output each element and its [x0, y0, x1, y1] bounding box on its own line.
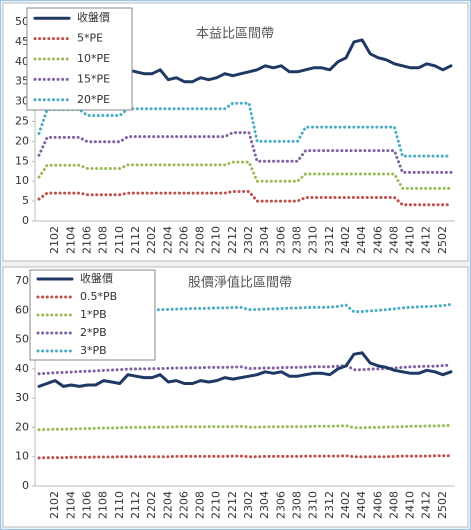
x-tick-label: 2312 [323, 491, 336, 519]
x-tick-label: 2202 [145, 226, 158, 254]
x-tick-label: 2408 [387, 491, 400, 519]
x-tick-label: 2406 [371, 226, 384, 254]
x-tick-label: 2108 [97, 226, 110, 254]
x-tick-label: 2306 [274, 226, 287, 254]
x-tick-label: 2208 [194, 491, 207, 519]
x-tick-label: 2308 [291, 226, 304, 254]
y-tick-label: 0 [22, 479, 29, 492]
y-tick-label: 60 [15, 303, 29, 316]
y-tick-label: 0 [22, 214, 29, 227]
x-tick-label: 2402 [339, 491, 352, 519]
x-tick-label: 2404 [355, 491, 368, 519]
x-tick-label: 2106 [81, 491, 94, 519]
x-tick-label: 2204 [161, 226, 174, 254]
x-tick-label: 2410 [404, 491, 417, 519]
y-tick-label: 20 [15, 134, 29, 147]
series-line [37, 454, 453, 460]
series-line [37, 190, 453, 207]
x-tick-label: 2412 [420, 491, 433, 519]
chart-title: 本益比區間帶 [196, 27, 274, 42]
x-tick-label: 2112 [129, 226, 142, 254]
y-tick-label: 45 [15, 35, 29, 48]
y-tick-label: 10 [15, 174, 29, 187]
y-tick-label: 35 [15, 75, 29, 88]
x-tick-label: 2106 [81, 226, 94, 254]
x-tick-label: 2104 [64, 226, 77, 254]
x-tick-label: 2306 [274, 491, 287, 519]
series-line [37, 131, 453, 174]
legend-label: 20*PE [77, 93, 110, 106]
y-tick-label: 25 [15, 115, 29, 128]
x-tick-label: 2102 [48, 491, 61, 519]
legend-label: 3*PB [80, 344, 107, 357]
series-line [37, 363, 453, 376]
x-tick-label: 2308 [291, 491, 304, 519]
x-tick-label: 2206 [177, 226, 190, 254]
x-tick-label: 2212 [226, 491, 239, 519]
y-tick-label: 30 [15, 95, 29, 108]
x-tick-label: 2408 [387, 226, 400, 254]
x-tick-label: 2210 [210, 226, 223, 254]
x-tick-label: 2312 [323, 226, 336, 254]
legend-label: 1*PB [80, 308, 107, 321]
legend-label: 5*PE [77, 32, 103, 45]
x-tick-label: 2304 [258, 491, 271, 519]
series-line [37, 160, 453, 190]
y-tick-label: 5 [22, 194, 29, 207]
y-tick-label: 10 [15, 450, 29, 463]
series-line [37, 423, 453, 432]
chart-title: 股價淨值比區間帶 [188, 275, 292, 291]
legend-label: 收盤價 [80, 271, 113, 285]
x-tick-label: 2112 [129, 491, 142, 519]
legend-label: 10*PE [77, 52, 110, 65]
y-tick-label: 50 [15, 333, 29, 346]
x-tick-label: 2502 [436, 491, 449, 519]
x-tick-label: 2108 [97, 491, 110, 519]
x-tick-label: 2110 [113, 226, 126, 254]
y-tick-label: 50 [15, 15, 29, 28]
x-tick-label: 2404 [355, 226, 368, 254]
x-tick-label: 2302 [242, 226, 255, 254]
y-tick-label: 30 [15, 391, 29, 404]
y-tick-label: 40 [15, 362, 29, 375]
x-tick-label: 2304 [258, 226, 271, 254]
y-tick-label: 15 [15, 154, 29, 167]
x-tick-label: 2410 [404, 226, 417, 254]
x-tick-label: 2402 [339, 226, 352, 254]
x-tick-label: 2208 [194, 226, 207, 254]
y-tick-label: 70 [15, 274, 29, 287]
x-tick-label: 2502 [436, 226, 449, 254]
x-tick-label: 2102 [48, 226, 61, 254]
x-tick-label: 2104 [64, 491, 77, 519]
series-line [37, 101, 453, 158]
legend-label: 15*PE [77, 72, 110, 85]
x-tick-label: 2412 [420, 226, 433, 254]
x-tick-label: 2302 [242, 491, 255, 519]
x-tick-label: 2210 [210, 491, 223, 519]
x-tick-label: 2202 [145, 491, 158, 519]
legend-label: 收盤價 [77, 10, 110, 24]
x-tick-label: 2310 [307, 226, 320, 254]
x-tick-label: 2204 [161, 491, 174, 519]
x-tick-label: 2406 [371, 491, 384, 519]
legend-label: 0.5*PB [80, 290, 117, 303]
legend-label: 2*PB [80, 326, 107, 339]
x-tick-label: 2206 [177, 491, 190, 519]
x-tick-label: 2310 [307, 491, 320, 519]
x-tick-label: 2212 [226, 226, 239, 254]
y-tick-label: 20 [15, 420, 29, 433]
y-tick-label: 40 [15, 55, 29, 68]
series-line [37, 351, 453, 388]
x-tick-label: 2110 [113, 491, 126, 519]
